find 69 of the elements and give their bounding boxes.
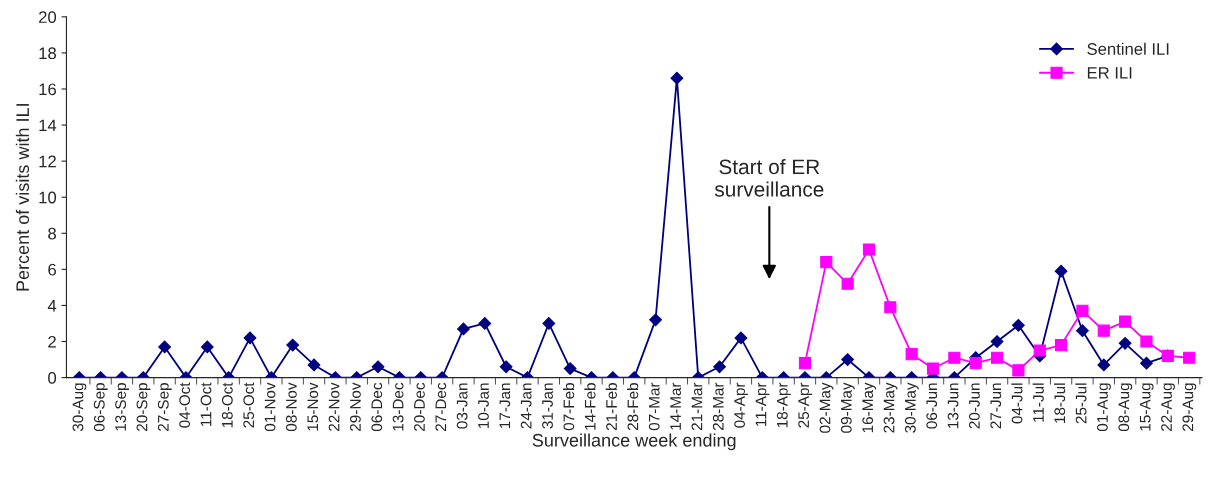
x-tick-label: 06-Sep — [93, 383, 108, 432]
x-tick-label: 15-Nov — [307, 382, 319, 431]
x-tick-label: 13-Dec — [392, 382, 404, 431]
x-tick-label: 15-Aug — [1139, 383, 1154, 431]
x-tick-label: 06-Dec — [371, 382, 383, 432]
x-tick-label: 21-Feb — [605, 383, 617, 431]
x-tick-label: 25-Jul — [1075, 383, 1087, 424]
x-tick-label: 01-Aug — [1097, 383, 1111, 432]
x-tick-label: 25-Oct — [243, 382, 255, 428]
x-tick-label: 20-Sep — [136, 383, 151, 431]
y-axis-title: Percent of visits with ILI — [15, 104, 30, 291]
x-tick-label: 13-Jun — [947, 383, 959, 428]
x-tick-label: 20-Jun — [968, 383, 980, 429]
x-tick-label: 07-Feb — [563, 383, 575, 431]
x-tick-label: 08-Nov — [285, 382, 297, 432]
y-tick-label: 10 — [39, 191, 57, 204]
x-tick-label: 11-Oct — [200, 382, 212, 426]
y-tick-label: 18 — [39, 47, 56, 60]
x-tick-label: 21-Mar — [691, 382, 703, 431]
x-tick-label: 18-Oct — [221, 382, 233, 428]
y-tick-label: 6 — [48, 263, 56, 276]
x-tick-label: 02-May — [819, 382, 834, 433]
x-tick-label: 23-May — [883, 382, 898, 433]
x-tick-label: 03-Jan — [456, 383, 468, 429]
x-tick-label: 22-Nov — [328, 382, 340, 431]
x-tick-label: 25-Apr — [798, 382, 813, 428]
x-tick-label: 01-Nov — [264, 382, 276, 432]
x-tick-label: 28-Mar — [712, 382, 724, 431]
legend-label: ER ILI — [1087, 67, 1132, 79]
y-tick-label: 4 — [47, 300, 57, 312]
x-tick-label: 20-Dec — [414, 382, 425, 431]
y-tick-label: 0 — [48, 371, 57, 384]
x-tick-label: 14-Mar — [670, 382, 681, 430]
x-tick-label: 11-Apr — [755, 382, 770, 427]
x-tick-label: 07-Mar — [648, 382, 660, 431]
x-tick-label: 30-Aug — [72, 383, 87, 432]
x-tick-label: 13-Sep — [115, 383, 130, 431]
x-tick-label: 04-Apr — [734, 382, 749, 428]
legend-label: Sentinel ILI — [1087, 42, 1169, 55]
x-tick-label: 08-Aug — [1118, 383, 1133, 432]
x-tick-label: 10-Jan — [478, 383, 489, 428]
x-tick-label: 16-May — [862, 382, 877, 433]
x-axis-title: Surveillance week ending — [532, 433, 736, 451]
y-tick-label: 16 — [39, 83, 56, 96]
x-tick-label: 09-May — [840, 382, 855, 433]
x-tick-label: 18-Apr — [776, 382, 791, 428]
y-tick-label: 20 — [39, 11, 57, 24]
x-tick-label: 30-May — [904, 382, 919, 433]
x-tick-label: 31-Jan — [542, 383, 553, 429]
x-tick-label: 17-Jan — [499, 383, 511, 428]
x-tick-label: 27-Jun — [990, 383, 1002, 429]
y-tick-label: 2 — [48, 335, 56, 348]
x-tick-label: 28-Feb — [627, 383, 639, 431]
x-tick-label: 14-Feb — [584, 383, 596, 430]
x-tick-label: 18-Jul — [1053, 383, 1066, 423]
x-tick-label: 29-Nov — [350, 382, 361, 431]
x-tick-label: 24-Jan — [520, 383, 532, 429]
x-tick-label: 11-Jul — [1032, 383, 1044, 422]
x-tick-label: 27-Sep — [157, 383, 172, 431]
y-tick-label: 12 — [39, 155, 56, 168]
x-tick-label: 22-Aug — [1161, 383, 1175, 431]
x-tick-label: 04-Jul — [1011, 383, 1023, 424]
x-tick-label: 27-Dec — [435, 382, 447, 431]
y-tick-label: 8 — [48, 227, 56, 240]
annotation: Start of ER surveillance — [714, 158, 824, 197]
x-tick-label: 04-Oct — [179, 382, 191, 428]
x-tick-label: 29-Aug — [1182, 383, 1197, 431]
x-tick-label: 06-Jun — [926, 383, 938, 429]
y-tick-label: 14 — [39, 119, 57, 132]
